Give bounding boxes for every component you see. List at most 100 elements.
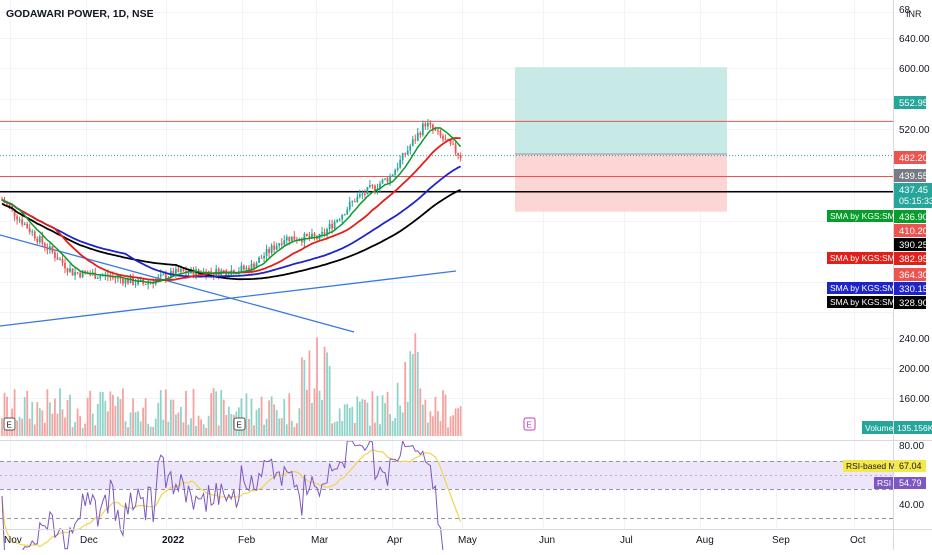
- sma3-price-tag: [894, 252, 926, 265]
- candle-body: [195, 269, 197, 277]
- sma4-price-label: 330.15: [899, 284, 928, 295]
- support-price-label: 390.25: [899, 240, 928, 251]
- candle-body: [419, 132, 422, 136]
- volume-bar: [182, 422, 185, 436]
- candle-body: [21, 219, 24, 225]
- horizontal-levels[interactable]: [0, 120, 893, 193]
- volume-bar: [265, 418, 268, 436]
- volume-bar: [363, 399, 366, 436]
- price-tick: 520.00: [899, 125, 930, 136]
- volume-bar: [114, 405, 117, 436]
- candle-body: [235, 273, 238, 275]
- volume-bar: [351, 406, 354, 436]
- volume-bar: [263, 424, 265, 436]
- volume-bar: [61, 409, 64, 436]
- time-axis[interactable]: Nov Dec 2022 Feb Mar Apr May Jun Jul Aug…: [4, 535, 866, 546]
- last-price-tag: [894, 183, 932, 208]
- candle-body: [109, 276, 112, 278]
- candle-body: [180, 269, 182, 272]
- time-tick: Jun: [539, 535, 555, 546]
- candle-body: [361, 193, 364, 195]
- price-tick: 240.00: [899, 334, 930, 345]
- volume-bar: [454, 408, 457, 436]
- earnings-marker[interactable]: E: [3, 417, 16, 431]
- volume-bar: [162, 419, 165, 436]
- candle-body: [384, 178, 386, 180]
- candle-body: [323, 232, 326, 234]
- volume-bar: [424, 399, 427, 436]
- earnings-marker-upcoming[interactable]: E: [523, 417, 536, 431]
- candle-body: [389, 176, 391, 182]
- volume-legend-label: Volume: [865, 423, 894, 433]
- volume-bar: [361, 399, 364, 436]
- price-tags: 552.95 482.20 439.55 437.45 05:15:33 SMA…: [827, 96, 932, 434]
- volume-bar: [411, 354, 414, 436]
- candle-body: [74, 272, 76, 276]
- volume-bar: [157, 402, 160, 436]
- long-position-tool[interactable]: [515, 67, 727, 212]
- candle-body: [222, 270, 225, 272]
- volume-bar: [177, 412, 180, 436]
- volume-bar: [293, 427, 296, 436]
- volume-bar: [111, 394, 114, 436]
- candle-body: [48, 246, 51, 250]
- volume-bar: [331, 423, 334, 436]
- volume-bar: [101, 392, 104, 436]
- volume-bar: [48, 402, 51, 436]
- time-tick: Sep: [772, 535, 790, 546]
- candle-body: [16, 216, 19, 220]
- volume-bar: [250, 398, 253, 436]
- candle-body: [164, 274, 167, 280]
- candle-body: [399, 159, 402, 168]
- candle-body: [278, 243, 281, 246]
- earnings-letter: E: [527, 421, 532, 430]
- volume-bar: [268, 400, 271, 436]
- candle-body: [61, 259, 64, 263]
- target-price-tag: [894, 96, 926, 109]
- volume-bar: [152, 426, 155, 436]
- volume-bar: [230, 413, 233, 436]
- candle-body: [117, 276, 119, 279]
- candle-body: [122, 278, 124, 284]
- rsi-ma-value: 67.04: [899, 461, 922, 471]
- volume-bar: [137, 411, 139, 436]
- candle-body: [124, 278, 127, 284]
- candle-body: [396, 167, 399, 170]
- volume-bar: [278, 418, 281, 436]
- axis-corner[interactable]: [894, 530, 932, 550]
- sma2-line: [1, 127, 462, 284]
- volume-bar: [248, 419, 250, 436]
- candle-body: [258, 257, 260, 263]
- volume-bar: [374, 422, 376, 436]
- price-pane[interactable]: [0, 0, 893, 440]
- volume-bar: [300, 357, 303, 436]
- volume-bar: [159, 390, 162, 436]
- volume-bar: [452, 415, 454, 436]
- volume-bar: [127, 427, 129, 436]
- volume-bar: [323, 346, 326, 436]
- volume-bar: [442, 390, 444, 436]
- candle-body: [379, 183, 381, 189]
- volume-bar: [81, 427, 84, 436]
- candle-body: [288, 236, 291, 242]
- earnings-marker[interactable]: E: [233, 417, 246, 431]
- candle-body: [147, 282, 150, 285]
- volume-bar: [1, 418, 3, 436]
- time-tick: Nov: [4, 535, 22, 546]
- volume-legend-tag: [862, 421, 893, 434]
- currency-label[interactable]: INR: [906, 9, 922, 19]
- candle-body: [243, 265, 245, 270]
- candle-body: [139, 279, 142, 281]
- candle-body: [439, 130, 442, 136]
- sma2-price-label: 436.90: [899, 212, 928, 223]
- price-axis[interactable]: 68 INR 640.00 600.00 520.00 240.00 200.0…: [899, 5, 930, 405]
- candle-body: [263, 256, 265, 259]
- volume-bar: [41, 410, 44, 436]
- resistance-price-label: 482.20: [899, 153, 928, 164]
- entry-price-tag: [894, 169, 926, 182]
- volume-bar: [353, 423, 356, 436]
- candle-body: [311, 233, 313, 238]
- sma4-price-tag: [894, 282, 926, 295]
